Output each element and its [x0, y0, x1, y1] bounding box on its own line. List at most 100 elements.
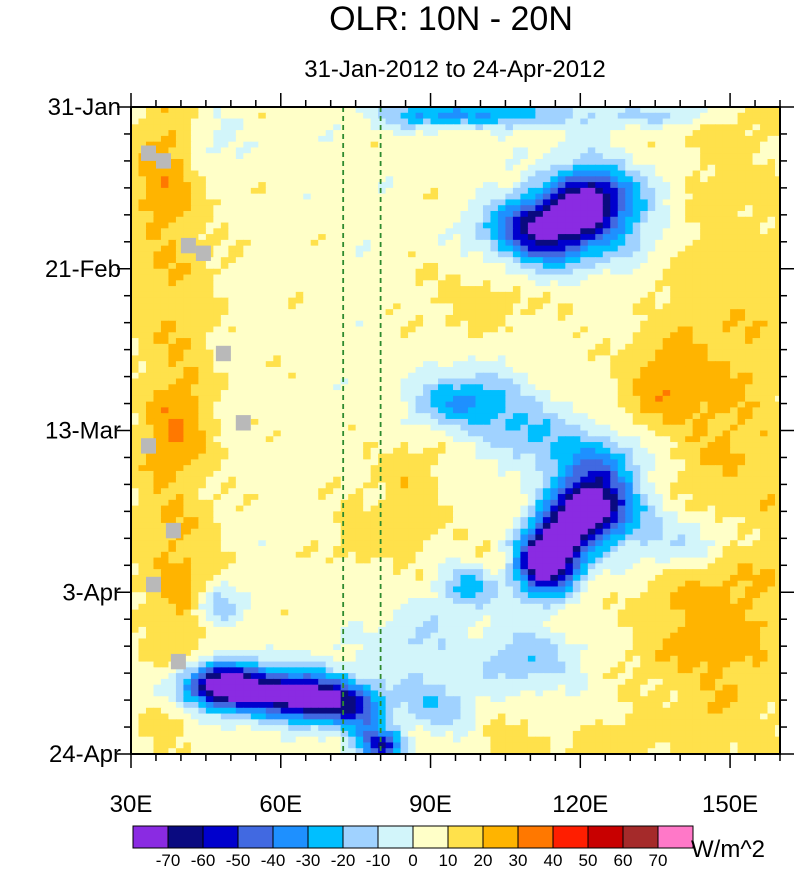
heatmap-cell	[722, 326, 731, 333]
heatmap-cell	[153, 170, 162, 177]
heatmap-cell	[572, 245, 581, 253]
heatmap-cell	[640, 366, 649, 374]
heatmap-cell	[213, 239, 222, 247]
heatmap-cell	[730, 366, 739, 374]
heatmap-cell	[700, 407, 709, 414]
heatmap-cell	[220, 147, 229, 154]
heatmap-cell	[288, 239, 297, 247]
heatmap-cell	[775, 407, 780, 414]
heatmap-cell	[310, 164, 319, 172]
heatmap-cell	[602, 349, 611, 357]
heatmap-cell	[385, 286, 394, 293]
heatmap-cell	[715, 210, 724, 218]
heatmap-cell	[340, 430, 349, 437]
heatmap-cell	[775, 141, 780, 149]
heatmap-cell	[610, 395, 619, 403]
heatmap-cell	[355, 355, 364, 362]
heatmap-cell	[445, 124, 454, 131]
heatmap-cell	[550, 130, 559, 137]
heatmap-cell	[250, 320, 259, 328]
heatmap-cell	[715, 309, 724, 316]
heatmap-cell	[175, 141, 185, 149]
heatmap-cell	[393, 413, 402, 420]
heatmap-cell	[767, 297, 776, 305]
heatmap-cell	[752, 378, 761, 385]
heatmap-cell	[160, 413, 170, 420]
heatmap-cell	[760, 199, 769, 206]
heatmap-cell	[303, 164, 312, 172]
heatmap-cell	[580, 314, 589, 322]
heatmap-cell	[467, 228, 477, 235]
heatmap-cell	[460, 314, 469, 322]
heatmap-cell	[310, 297, 319, 305]
heatmap-cell	[363, 216, 372, 224]
heatmap-cell	[333, 349, 342, 357]
heatmap-cell	[497, 343, 507, 351]
heatmap-cell	[258, 135, 267, 143]
heatmap-cell	[213, 280, 222, 287]
heatmap-cell	[715, 239, 724, 247]
heatmap-cell	[273, 349, 282, 357]
heatmap-cell	[288, 309, 297, 316]
heatmap-cell	[430, 274, 439, 281]
heatmap-cell	[243, 436, 252, 443]
heatmap-cell	[535, 366, 544, 374]
heatmap-cell	[175, 395, 185, 403]
heatmap-cell	[467, 193, 477, 201]
heatmap-cell	[580, 407, 589, 414]
heatmap-cell	[535, 372, 544, 380]
heatmap-cell	[183, 153, 192, 160]
heatmap-cell	[385, 170, 394, 177]
heatmap-cell	[550, 262, 559, 270]
heatmap-cell	[295, 407, 304, 414]
heatmap-cell	[273, 326, 282, 333]
heatmap-cell	[408, 262, 417, 270]
heatmap-cell	[670, 199, 679, 206]
heatmap-cell	[131, 291, 140, 299]
heatmap-cell	[752, 262, 761, 270]
heatmap-cell	[190, 338, 199, 345]
heatmap-cell	[273, 170, 282, 177]
heatmap-cell	[280, 245, 289, 253]
heatmap-cell	[258, 349, 267, 357]
heatmap-cell	[542, 390, 551, 397]
heatmap-cell	[595, 176, 604, 183]
heatmap-cell	[685, 413, 694, 420]
heatmap-cell	[550, 274, 559, 281]
heatmap-cell	[340, 251, 349, 258]
heatmap-cell	[438, 193, 447, 201]
heatmap-cell	[250, 401, 259, 408]
heatmap-cell	[378, 124, 387, 131]
heatmap-cell	[415, 280, 424, 287]
heatmap-cell	[662, 205, 671, 212]
heatmap-cell	[408, 395, 417, 403]
heatmap-cell	[700, 187, 709, 195]
heatmap-cell	[168, 424, 177, 432]
heatmap-cell	[625, 176, 634, 183]
heatmap-cell	[520, 251, 529, 258]
heatmap-cell	[475, 107, 484, 114]
heatmap-cell	[438, 413, 447, 420]
heatmap-cell	[602, 280, 611, 287]
heatmap-cell	[722, 124, 731, 131]
heatmap-cell	[138, 124, 147, 131]
heatmap-cell	[288, 170, 297, 177]
heatmap-cell	[131, 280, 140, 287]
heatmap-cell	[280, 297, 289, 305]
heatmap-cell	[460, 210, 469, 218]
heatmap-cell	[550, 199, 559, 206]
heatmap-cell	[745, 112, 754, 120]
heatmap-cell	[475, 326, 484, 333]
heatmap-cell	[303, 199, 312, 206]
heatmap-cell	[415, 366, 424, 374]
heatmap-cell	[400, 118, 409, 125]
heatmap-cell	[722, 141, 731, 149]
heatmap-cell	[767, 257, 776, 264]
heatmap-cell	[602, 338, 611, 345]
heatmap-cell	[438, 228, 447, 235]
heatmap-cell	[467, 124, 477, 131]
heatmap-cell	[393, 216, 402, 224]
heatmap-cell	[190, 135, 199, 143]
heatmap-cell	[190, 280, 199, 287]
heatmap-cell	[273, 286, 282, 293]
